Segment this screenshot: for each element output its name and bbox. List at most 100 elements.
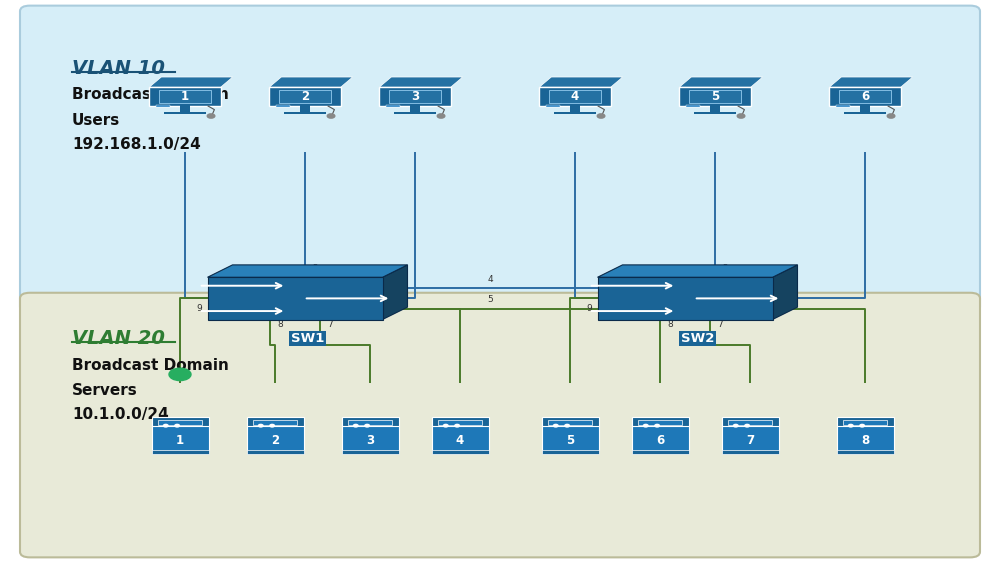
FancyBboxPatch shape xyxy=(836,417,894,427)
Text: 5: 5 xyxy=(487,295,493,304)
FancyBboxPatch shape xyxy=(432,426,488,451)
Circle shape xyxy=(270,425,274,427)
FancyBboxPatch shape xyxy=(247,426,304,451)
Text: 1: 1 xyxy=(607,287,612,296)
Text: 3: 3 xyxy=(368,287,373,296)
FancyBboxPatch shape xyxy=(379,87,451,106)
FancyBboxPatch shape xyxy=(20,293,980,557)
Text: 6: 6 xyxy=(388,297,393,306)
FancyBboxPatch shape xyxy=(279,90,331,102)
Bar xyxy=(156,105,170,106)
Text: SW1: SW1 xyxy=(291,332,324,345)
Circle shape xyxy=(643,425,648,427)
Text: 8: 8 xyxy=(861,434,869,446)
Bar xyxy=(598,278,772,320)
Text: 9: 9 xyxy=(587,304,592,313)
Circle shape xyxy=(207,114,215,118)
Text: 2: 2 xyxy=(301,90,309,102)
Text: 6: 6 xyxy=(861,90,869,102)
Circle shape xyxy=(163,425,168,427)
Circle shape xyxy=(565,425,569,427)
Circle shape xyxy=(860,425,864,427)
FancyBboxPatch shape xyxy=(836,426,894,451)
Polygon shape xyxy=(539,77,623,87)
Bar xyxy=(158,421,202,425)
Bar xyxy=(836,450,894,454)
Circle shape xyxy=(887,114,895,118)
Text: 1: 1 xyxy=(176,434,184,446)
Text: 8: 8 xyxy=(667,320,673,328)
Text: 7: 7 xyxy=(717,320,723,328)
Bar xyxy=(843,421,887,425)
Circle shape xyxy=(745,425,749,427)
FancyBboxPatch shape xyxy=(159,90,211,102)
FancyBboxPatch shape xyxy=(549,90,601,102)
Text: 192.168.1.0/24: 192.168.1.0/24 xyxy=(72,137,201,152)
Circle shape xyxy=(553,425,558,427)
Text: 6: 6 xyxy=(656,434,664,446)
Text: 9: 9 xyxy=(197,304,202,313)
Bar xyxy=(694,111,736,114)
Bar xyxy=(554,111,596,114)
Text: Broadcast Domain: Broadcast Domain xyxy=(72,358,229,373)
Bar xyxy=(722,450,778,454)
FancyBboxPatch shape xyxy=(20,6,980,312)
Bar xyxy=(342,450,398,454)
Text: 6: 6 xyxy=(778,297,783,306)
Circle shape xyxy=(443,425,448,427)
Text: 3: 3 xyxy=(411,90,419,102)
FancyBboxPatch shape xyxy=(632,417,689,427)
Bar xyxy=(638,421,682,425)
Bar xyxy=(548,421,592,425)
Text: 1: 1 xyxy=(181,90,189,102)
FancyBboxPatch shape xyxy=(152,426,208,451)
Bar xyxy=(632,450,689,454)
Bar xyxy=(570,105,580,112)
Text: 3: 3 xyxy=(758,287,763,296)
Circle shape xyxy=(437,114,445,118)
Text: Servers: Servers xyxy=(72,383,138,398)
Bar xyxy=(284,111,326,114)
Bar xyxy=(710,105,720,112)
Circle shape xyxy=(737,114,745,118)
Text: 2: 2 xyxy=(722,265,728,273)
FancyBboxPatch shape xyxy=(722,426,778,451)
FancyBboxPatch shape xyxy=(542,426,598,451)
Bar xyxy=(542,450,598,454)
Bar xyxy=(438,421,482,425)
Bar xyxy=(253,421,297,425)
Text: 2: 2 xyxy=(312,265,318,273)
FancyBboxPatch shape xyxy=(839,90,891,102)
Circle shape xyxy=(175,425,179,427)
Text: 10.1.0.0/24: 10.1.0.0/24 xyxy=(72,407,169,422)
Bar xyxy=(410,105,420,112)
Bar xyxy=(686,105,700,106)
Polygon shape xyxy=(773,265,798,320)
Text: 5: 5 xyxy=(566,434,574,446)
FancyBboxPatch shape xyxy=(432,417,488,427)
FancyBboxPatch shape xyxy=(342,426,398,451)
Text: Users: Users xyxy=(72,113,120,128)
Bar xyxy=(247,450,304,454)
Polygon shape xyxy=(149,77,233,87)
Bar xyxy=(164,111,206,114)
Bar xyxy=(208,278,382,320)
Circle shape xyxy=(848,425,853,427)
Polygon shape xyxy=(382,265,408,320)
Circle shape xyxy=(655,425,659,427)
Text: VLAN 20: VLAN 20 xyxy=(72,329,165,348)
Polygon shape xyxy=(379,77,463,87)
FancyBboxPatch shape xyxy=(149,87,221,106)
Bar xyxy=(180,105,190,112)
Text: 2: 2 xyxy=(271,434,279,446)
Text: 4: 4 xyxy=(487,275,493,284)
Text: 3: 3 xyxy=(366,434,374,446)
Bar xyxy=(300,105,310,112)
Circle shape xyxy=(258,425,263,427)
Bar xyxy=(386,105,400,106)
FancyBboxPatch shape xyxy=(539,87,611,106)
Text: Broadcast Domain: Broadcast Domain xyxy=(72,87,229,102)
FancyBboxPatch shape xyxy=(342,417,398,427)
Bar xyxy=(860,105,870,112)
FancyBboxPatch shape xyxy=(152,417,208,427)
